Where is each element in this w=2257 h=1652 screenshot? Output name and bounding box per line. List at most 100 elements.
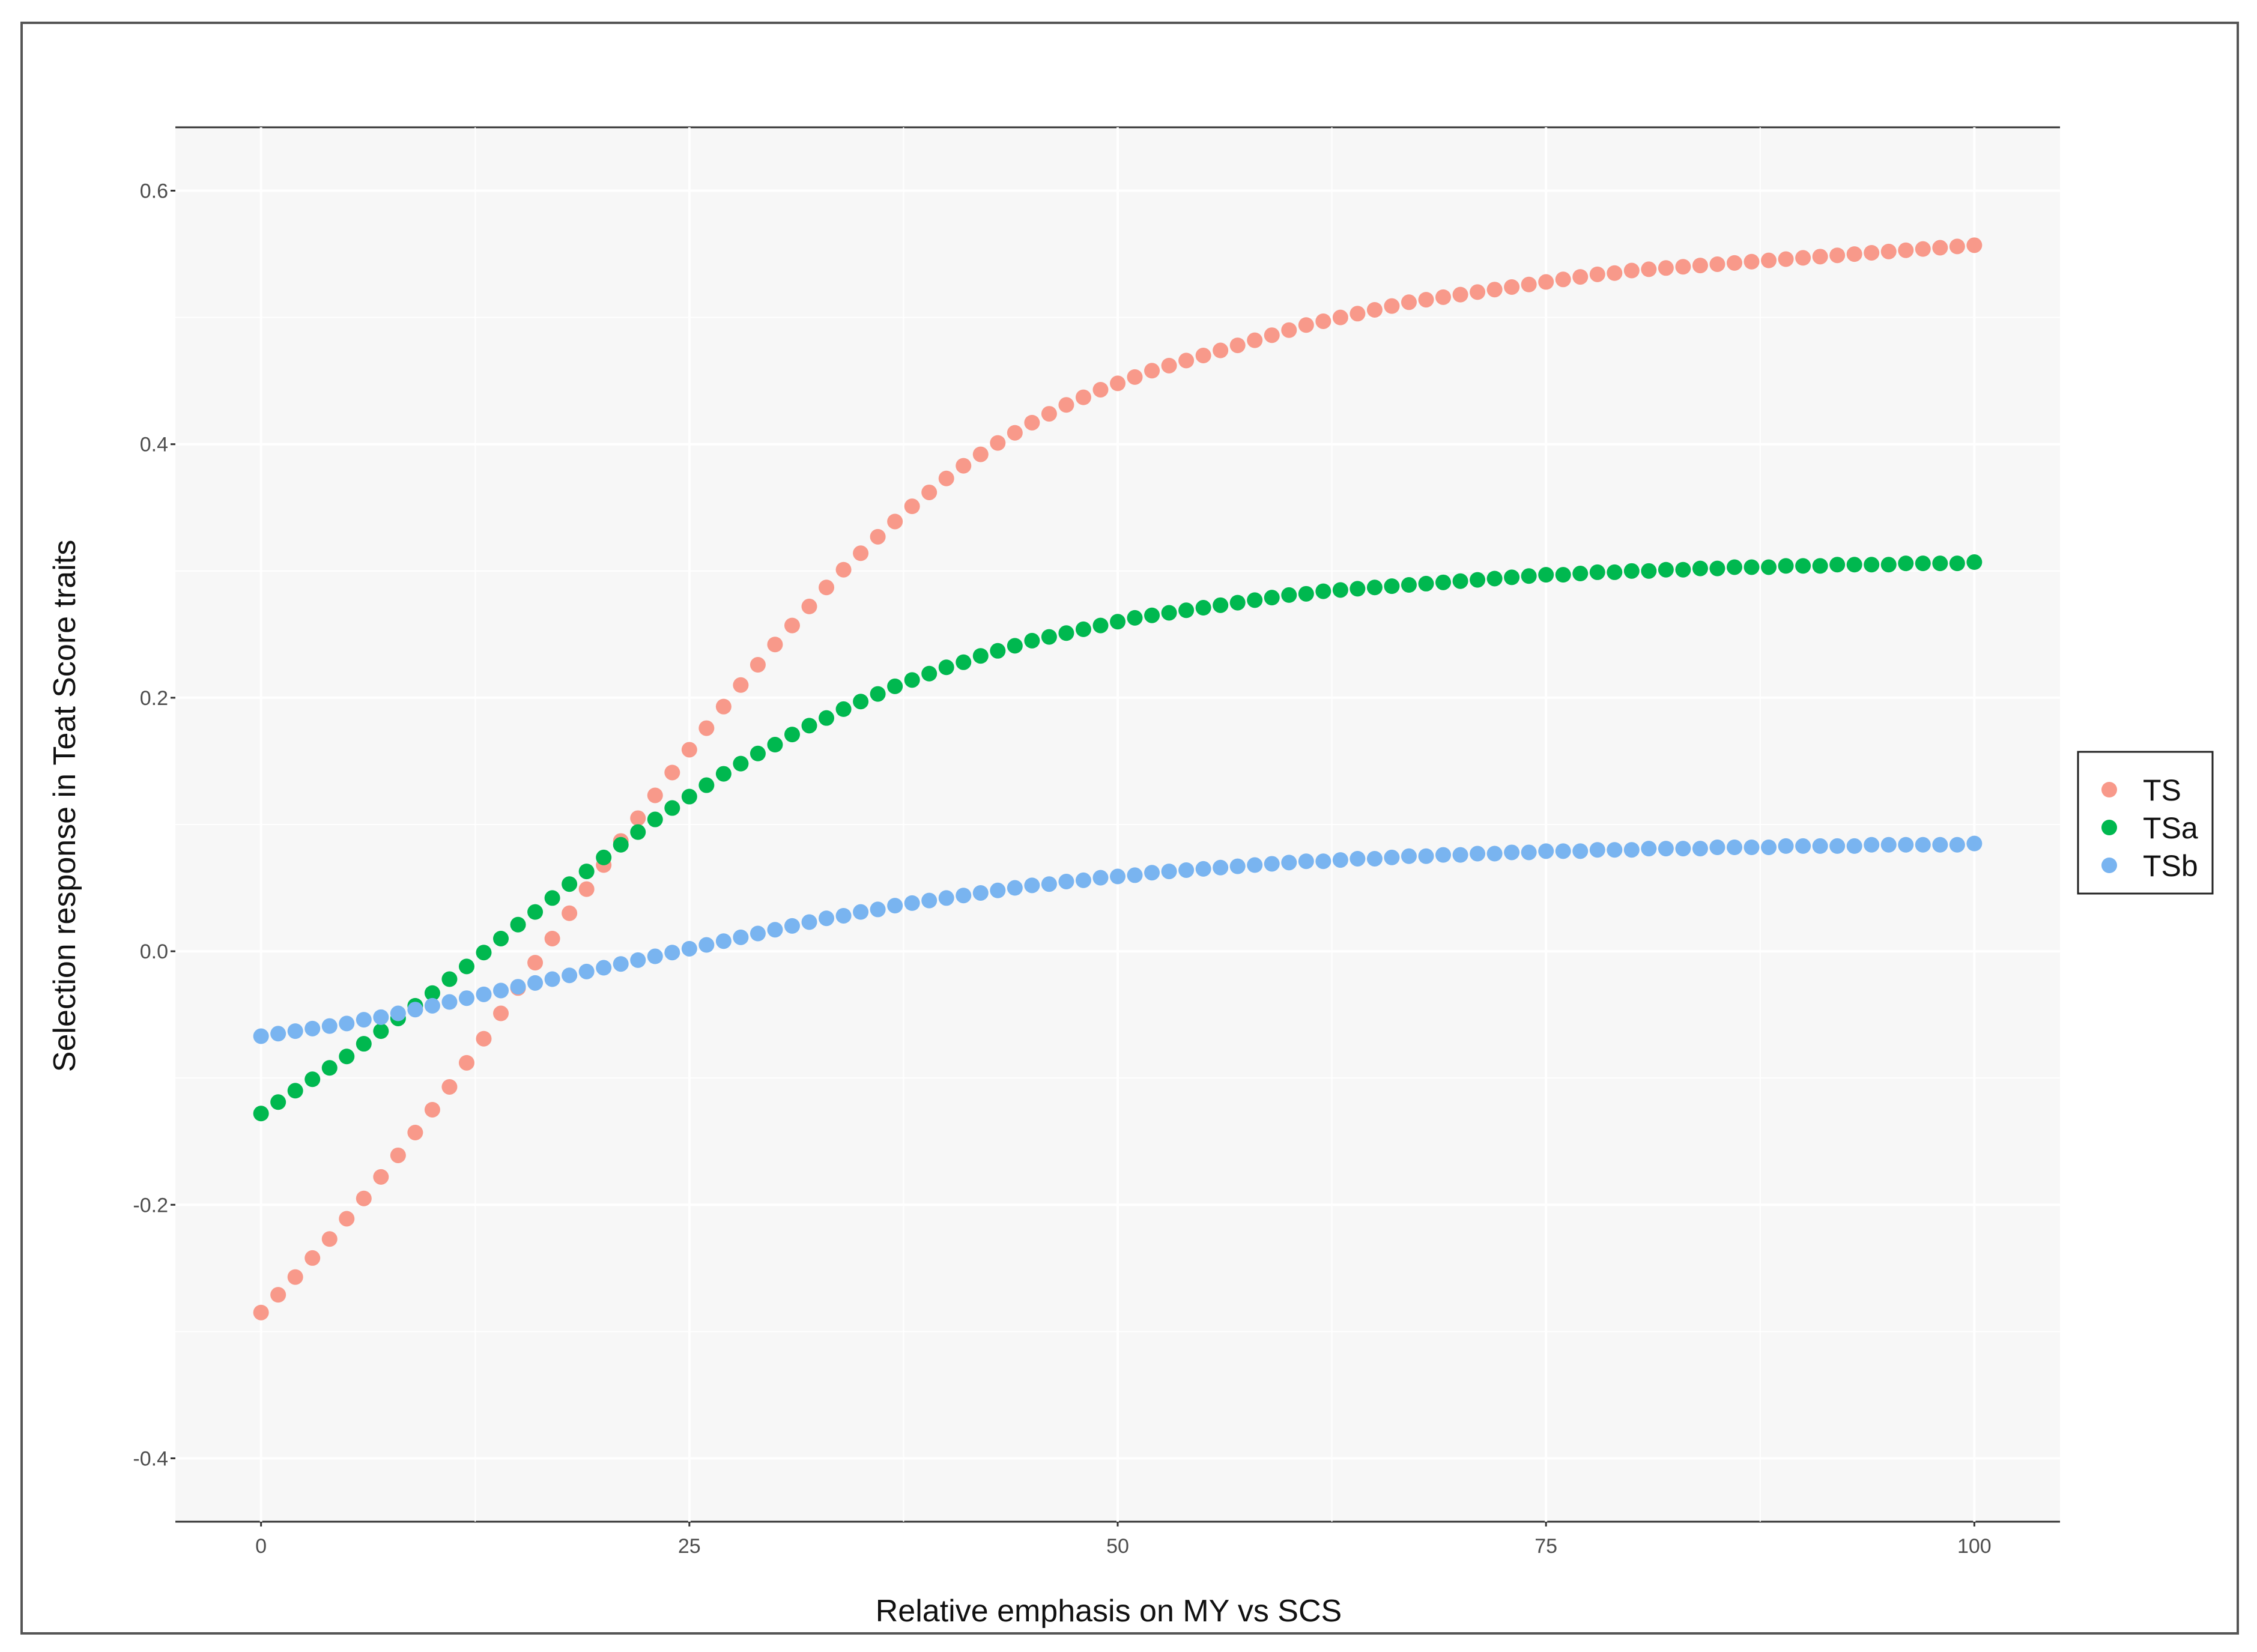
data-point-ts: [1829, 247, 1846, 264]
data-point-tsa: [1247, 592, 1263, 608]
data-point-tsb: [956, 888, 972, 904]
data-point-ts: [493, 1005, 509, 1021]
data-point-tsa: [1623, 563, 1640, 579]
data-point-tsa: [1521, 568, 1537, 584]
data-point-tsa: [1829, 557, 1846, 573]
data-point-ts: [356, 1190, 372, 1206]
data-point-tsb: [424, 997, 440, 1014]
data-point-ts: [441, 1079, 458, 1095]
data-point-ts: [835, 561, 852, 578]
data-point-ts: [1178, 352, 1195, 369]
data-point-ts: [1058, 397, 1074, 413]
data-point-tsa: [1298, 585, 1314, 602]
data-point-tsb: [1726, 839, 1742, 855]
data-point-tsa: [1709, 560, 1725, 576]
data-point-ts: [339, 1211, 355, 1227]
data-point-ts: [647, 787, 663, 803]
data-point-tsa: [956, 654, 972, 670]
data-point-ts: [733, 677, 749, 693]
data-point-ts: [1315, 313, 1331, 329]
data-point-tsa: [544, 890, 560, 906]
data-point-tsb: [1041, 876, 1057, 892]
data-point-tsa: [1864, 557, 1880, 573]
data-point-tsb: [1161, 864, 1177, 880]
x-tick-label: 100: [1957, 1535, 1992, 1558]
data-point-tsa: [784, 727, 800, 743]
data-point-tsa: [835, 701, 852, 717]
data-point-ts: [1778, 251, 1794, 267]
data-point-tsa: [630, 824, 646, 840]
data-point-ts: [270, 1287, 286, 1303]
data-point-tsa: [819, 710, 835, 726]
data-point-tsb: [458, 990, 474, 1006]
data-point-tsa: [1401, 577, 1417, 593]
data-point-tsb: [1589, 842, 1605, 858]
data-point-tsa: [1743, 559, 1760, 575]
data-point-ts: [1623, 262, 1640, 279]
data-point-ts: [1281, 322, 1297, 338]
data-point-tsb: [1486, 846, 1503, 862]
legend: TS TSa TSb: [2077, 751, 2214, 895]
data-point-tsa: [990, 643, 1006, 659]
data-point-tsb: [1298, 853, 1314, 870]
data-point-tsb: [1864, 837, 1880, 853]
data-point-tsa: [664, 800, 680, 816]
data-point-tsb: [1350, 850, 1366, 867]
data-point-tsb: [596, 960, 612, 976]
data-point-tsa: [1898, 555, 1914, 572]
data-point-tsa: [1075, 621, 1091, 637]
data-point-tsb: [1795, 838, 1811, 854]
data-point-ts: [253, 1304, 269, 1321]
data-point-tsa: [476, 945, 492, 961]
data-point-ts: [1812, 249, 1828, 265]
data-point-tsb: [835, 907, 852, 924]
data-point-ts: [1898, 242, 1914, 258]
data-point-tsb: [1915, 837, 1931, 853]
data-point-tsb: [801, 914, 817, 930]
data-point-tsa: [750, 745, 766, 761]
data-point-ts: [1332, 309, 1348, 325]
data-point-tsa: [287, 1083, 303, 1099]
data-point-tsb: [1880, 837, 1897, 853]
data-point-ts: [767, 637, 783, 653]
data-point-ts: [1418, 292, 1434, 308]
data-point-tsb: [1623, 842, 1640, 858]
data-point-tsa: [1195, 600, 1211, 616]
data-point-ts: [870, 528, 886, 545]
data-point-tsa: [441, 971, 458, 987]
data-point-tsb: [921, 892, 938, 909]
data-point-tsb: [1572, 843, 1589, 859]
data-point-tsa: [1435, 574, 1452, 590]
data-point-tsb: [1315, 853, 1331, 870]
data-point-tsa: [870, 686, 886, 702]
data-point-tsb: [1812, 838, 1828, 854]
data-point-tsa: [1264, 590, 1280, 606]
data-point-ts: [1864, 244, 1880, 261]
x-axis-ticks: 0 25 50 75 100: [255, 1522, 1992, 1558]
data-point-tsb: [1675, 841, 1691, 857]
y-tick-label: -0.4: [133, 1447, 168, 1470]
data-point-tsa: [1795, 558, 1811, 574]
data-point-tsa: [647, 811, 663, 828]
data-point-tsb: [1264, 856, 1280, 872]
data-point-tsa: [1127, 610, 1143, 626]
data-point-ts: [390, 1147, 406, 1163]
data-point-tsb: [715, 933, 732, 949]
data-point-tsb: [1778, 838, 1794, 854]
data-point-tsa: [1332, 582, 1348, 598]
data-point-ts: [304, 1250, 321, 1266]
data-point-tsb: [681, 940, 697, 957]
data-point-tsa: [1024, 632, 1040, 649]
data-point-tsa: [1538, 567, 1554, 583]
x-tick-label: 75: [1534, 1535, 1557, 1558]
data-point-ts: [1350, 306, 1366, 322]
data-point-ts: [287, 1269, 303, 1285]
data-point-ts: [578, 881, 595, 897]
data-point-ts: [1110, 375, 1125, 392]
data-point-tsb: [613, 956, 629, 972]
data-point-ts: [1880, 243, 1897, 259]
data-point-tsb: [1401, 848, 1417, 864]
data-point-tsb: [1949, 837, 1965, 853]
data-point-tsb: [321, 1018, 338, 1034]
data-point-ts: [938, 470, 954, 486]
